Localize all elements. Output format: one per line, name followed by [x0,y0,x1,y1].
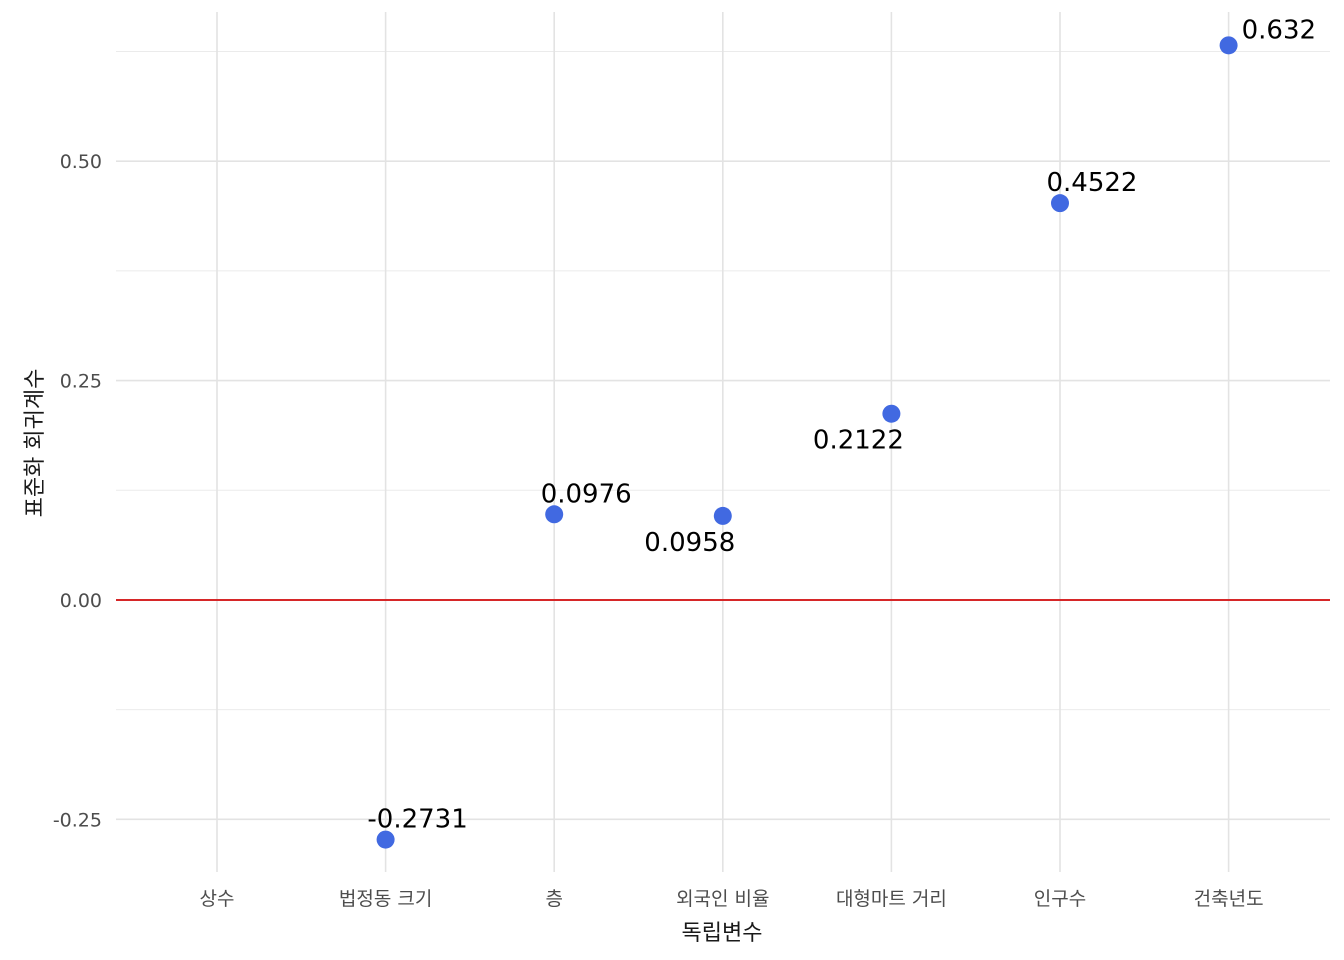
y-tick-label: 0.00 [60,590,102,612]
data-point [1051,194,1069,213]
data-point [882,404,901,423]
y-tick-label: 0.25 [60,371,102,393]
data-label: 0.0958 [644,528,735,558]
x-tick-label: 대형마트 거리 [836,888,947,910]
data-label: 0.0976 [541,479,632,509]
x-tick-label: 상수 [200,888,235,910]
major-gridlines [116,12,1330,872]
x-tick-label: 층 [545,888,562,910]
x-axis-ticks: 상수 법정동 크기 층 외국인 비율 대형마트 거리 인구수 건축년도 [200,888,1264,910]
data-label: 0.2122 [813,426,904,456]
data-label: 0.4522 [1047,168,1138,198]
x-tick-label: 외국인 비율 [676,888,769,910]
x-tick-label: 건축년도 [1194,888,1264,910]
data-point [1219,36,1238,55]
x-tick-label: 법정동 크기 [339,888,432,910]
data-points [376,36,1238,849]
data-label: -0.2731 [367,805,467,835]
data-point [545,505,564,524]
x-axis-title: 독립변수 [682,921,763,946]
x-tick-label: 인구수 [1034,888,1086,910]
y-axis-title: 표준화 회귀계수 [23,369,48,518]
data-point [376,830,395,849]
y-tick-label: 0.50 [60,151,102,173]
y-tick-label: -0.25 [53,809,102,831]
y-axis-ticks: -0.25 0.00 0.25 0.50 [53,151,102,831]
data-point [713,506,732,525]
data-label: 0.632 [1242,15,1316,45]
data-labels: -0.2731 0.0976 0.0958 0.2122 0.4522 0.632 [367,15,1316,834]
